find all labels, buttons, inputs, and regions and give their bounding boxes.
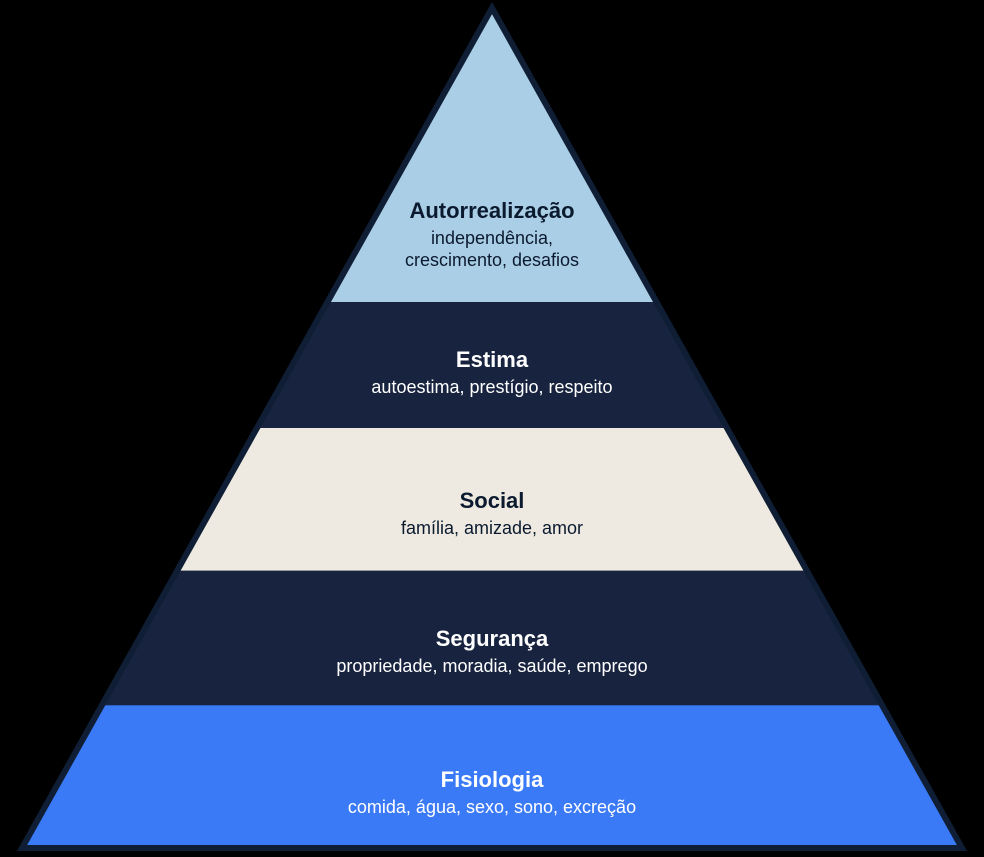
pyramid-svg xyxy=(0,0,984,857)
pyramid-band-social xyxy=(177,428,807,571)
pyramid-band-seguranca xyxy=(102,571,882,705)
pyramid-band-autorrealizacao xyxy=(328,8,657,302)
pyramid-band-fisiologia xyxy=(22,705,962,848)
pyramid-band-estima xyxy=(257,302,727,428)
pyramid-diagram: Autorrealizaçãoindependência, cresciment… xyxy=(0,0,984,857)
